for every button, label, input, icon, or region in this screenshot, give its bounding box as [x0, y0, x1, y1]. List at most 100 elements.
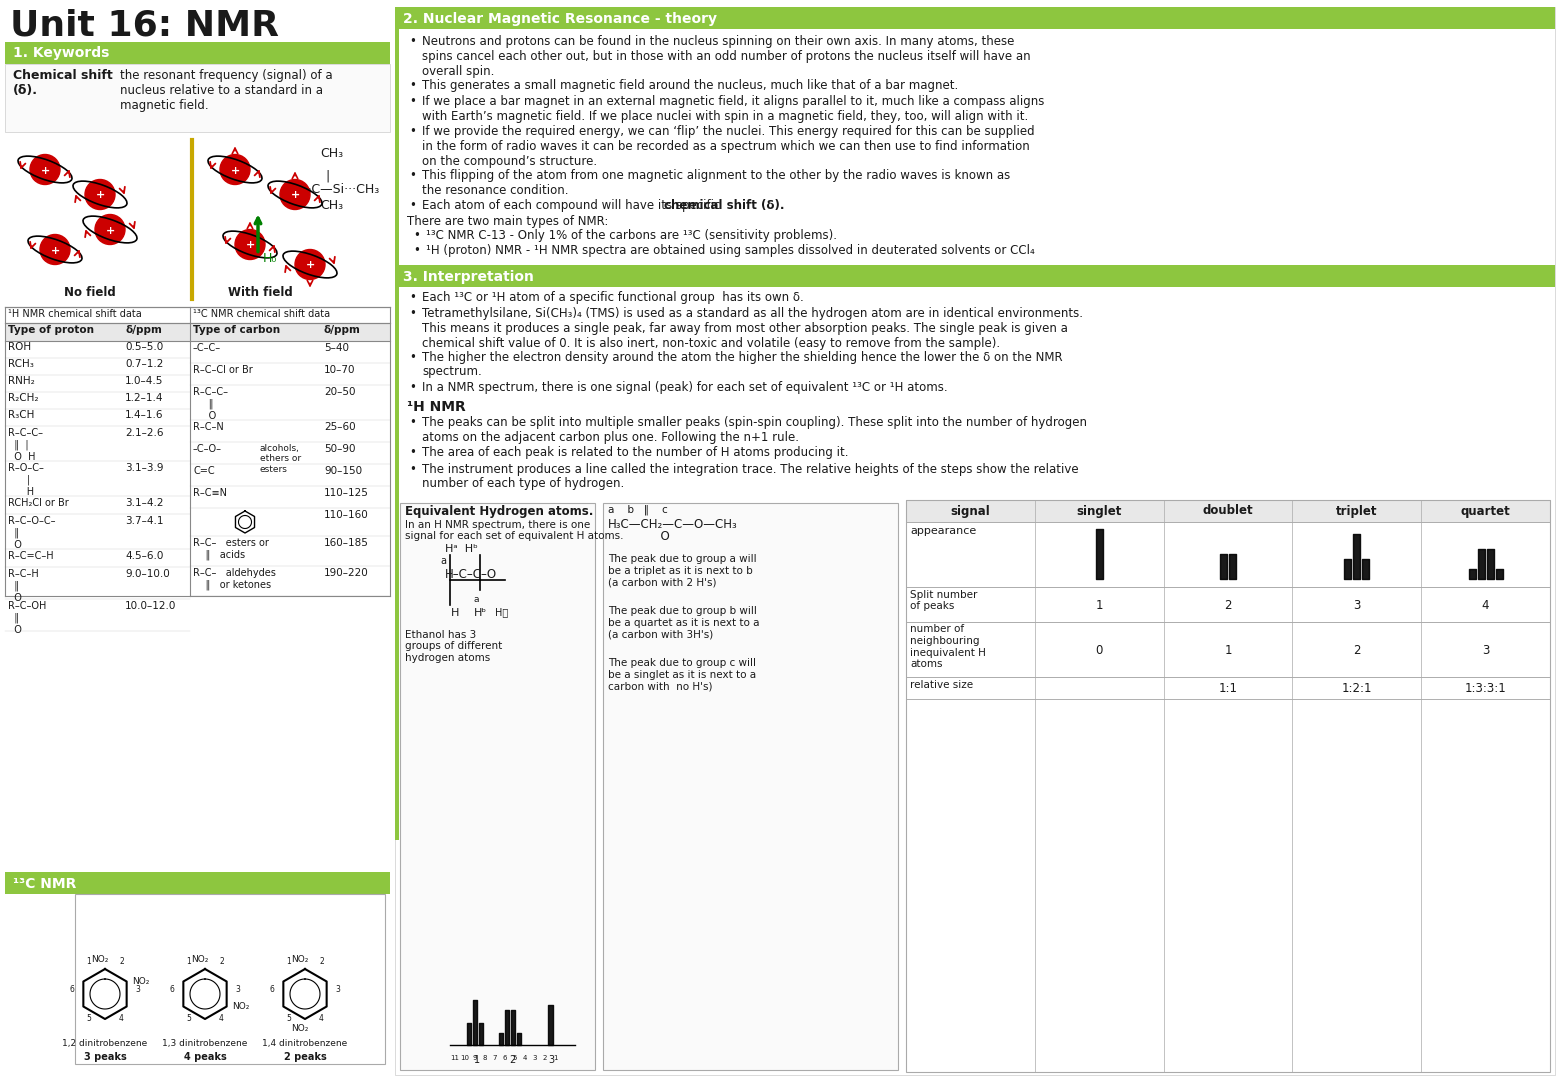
Bar: [395, 286, 399, 840]
Text: 3: 3: [136, 985, 140, 995]
Text: δ/ppm: δ/ppm: [125, 325, 162, 335]
Bar: [604, 502, 899, 1070]
Text: R–C–C–
     ‖
     O: R–C–C– ‖ O: [193, 387, 228, 421]
Text: R–O–C–
      |
      H: R–O–C– | H: [8, 463, 44, 497]
Text: •: •: [409, 79, 417, 92]
Text: Hᵇ: Hᵇ: [473, 607, 487, 618]
Text: NO₂: NO₂: [292, 1024, 309, 1032]
Text: 11: 11: [451, 1055, 460, 1061]
Text: 4: 4: [1482, 599, 1490, 612]
Text: R–C–H
  ‖
  O: R–C–H ‖ O: [8, 569, 39, 603]
Text: Chemical shift
(δ).: Chemical shift (δ).: [12, 69, 112, 97]
Text: 1: 1: [285, 957, 290, 966]
Text: 10.0–12.0: 10.0–12.0: [125, 600, 176, 611]
Text: 6: 6: [270, 985, 275, 995]
Text: +: +: [106, 226, 115, 235]
Text: 3.7–4.1: 3.7–4.1: [125, 516, 164, 526]
Circle shape: [30, 154, 59, 185]
Text: 1: 1: [1225, 644, 1232, 657]
Text: signal: signal: [950, 504, 991, 517]
Bar: [906, 621, 1551, 676]
Text: ¹H (proton) NMR - ¹H NMR spectra are obtained using samples dissolved in deutera: ¹H (proton) NMR - ¹H NMR spectra are obt…: [426, 244, 1034, 257]
Text: In an H NMR spectrum, there is one
signal for each set of equivalent H atoms.: In an H NMR spectrum, there is one signa…: [406, 519, 624, 541]
Text: Hᵃ  Hᵇ: Hᵃ Hᵇ: [445, 544, 477, 554]
Text: +: +: [246, 241, 256, 251]
Text: 3: 3: [548, 1055, 554, 1065]
Text: 10–70: 10–70: [324, 365, 356, 375]
Text: quartet: quartet: [1460, 504, 1510, 517]
Text: 1. Keywords: 1. Keywords: [12, 46, 109, 60]
Text: 20–50: 20–50: [324, 387, 356, 397]
Text: R–C–OH
  ‖
  O: R–C–OH ‖ O: [8, 600, 47, 635]
Text: 3: 3: [1482, 644, 1490, 657]
Text: •: •: [409, 35, 417, 48]
Text: +: +: [292, 190, 300, 201]
Text: NO₂: NO₂: [232, 1002, 250, 1011]
Text: 2.1–2.6: 2.1–2.6: [125, 428, 164, 438]
Text: H: H: [451, 607, 459, 618]
Text: the resonant frequency (signal) of a
nucleus relative to a standard in a
magneti: the resonant frequency (signal) of a nuc…: [120, 69, 332, 112]
Text: NO₂: NO₂: [192, 955, 209, 964]
Circle shape: [236, 230, 265, 259]
Text: +: +: [41, 165, 50, 175]
Text: 1:1: 1:1: [1218, 683, 1237, 696]
Text: 3 peaks: 3 peaks: [84, 1052, 126, 1062]
Text: ROH: ROH: [8, 342, 31, 352]
Text: 4: 4: [218, 1014, 225, 1023]
Text: 2: 2: [543, 1055, 548, 1061]
Text: appearance: appearance: [909, 526, 977, 537]
Text: 1,3 dinitrobenzene: 1,3 dinitrobenzene: [162, 1039, 248, 1048]
Bar: [395, 265, 1555, 286]
Text: 7: 7: [493, 1055, 498, 1061]
Text: R–C–Cl or Br: R–C–Cl or Br: [193, 365, 253, 375]
Text: 1,2 dinitrobenzene: 1,2 dinitrobenzene: [62, 1039, 148, 1048]
Text: NO₂: NO₂: [133, 977, 150, 986]
Bar: [5, 323, 120, 341]
Text: •: •: [413, 244, 420, 257]
Text: R–C–   esters or
    ‖   acids: R–C– esters or ‖ acids: [193, 538, 268, 561]
Circle shape: [279, 179, 310, 210]
Text: 2: 2: [320, 957, 324, 966]
Bar: [5, 132, 390, 307]
Text: chemical shift (δ).: chemical shift (δ).: [665, 199, 785, 212]
Text: NO₂: NO₂: [292, 955, 309, 964]
Text: doublet: doublet: [1203, 504, 1253, 517]
Text: relative size: relative size: [909, 679, 973, 689]
Text: 2: 2: [1353, 644, 1360, 657]
Text: 9.0–10.0: 9.0–10.0: [125, 569, 170, 579]
Text: •: •: [409, 380, 417, 393]
Text: 1.4–1.6: 1.4–1.6: [125, 410, 164, 420]
Bar: [906, 499, 1551, 522]
Text: H–C–C–O: H–C–C–O: [445, 568, 498, 581]
Text: Each atom of each compound will have its specific: Each atom of each compound will have its…: [423, 199, 724, 212]
Text: •: •: [409, 199, 417, 212]
Text: The peak due to group b will
be a quartet as it is next to a
(a carbon with 3H's: The peak due to group b will be a quarte…: [608, 607, 760, 639]
Text: 3: 3: [335, 985, 340, 995]
Text: R–C–N: R–C–N: [193, 422, 223, 432]
Text: 5–40: 5–40: [324, 343, 349, 353]
Text: |: |: [310, 168, 331, 183]
Text: 0: 0: [1095, 644, 1103, 657]
Text: 3: 3: [534, 1055, 537, 1061]
Bar: [5, 872, 390, 894]
Text: R–C–   aldehydes
    ‖   or ketones: R–C– aldehydes ‖ or ketones: [193, 568, 276, 590]
Text: –C–O–: –C–O–: [193, 444, 222, 454]
Text: •: •: [409, 307, 417, 320]
Text: ¹³C NMR chemical shift data: ¹³C NMR chemical shift data: [193, 309, 331, 319]
Text: 3: 3: [236, 985, 240, 995]
Text: •: •: [409, 125, 417, 138]
Text: 90–150: 90–150: [324, 465, 362, 476]
Text: 50–90: 50–90: [324, 444, 356, 454]
Text: triplet: triplet: [1335, 504, 1377, 517]
Text: 1: 1: [86, 957, 90, 966]
Text: R–C–O–C–
  ‖
  O: R–C–O–C– ‖ O: [8, 516, 56, 550]
Text: 6: 6: [170, 985, 175, 995]
Text: 4.5–6.0: 4.5–6.0: [125, 551, 164, 561]
Text: 1:2:1: 1:2:1: [1342, 683, 1373, 696]
Text: +: +: [231, 165, 240, 175]
Bar: [395, 6, 1555, 29]
Text: Ethanol has 3
groups of different
hydrogen atoms: Ethanol has 3 groups of different hydrog…: [406, 630, 502, 663]
Text: 1,4 dinitrobenzene: 1,4 dinitrobenzene: [262, 1039, 348, 1048]
Text: H₃C—CH₂—C—O—CH₃: H₃C—CH₂—C—O—CH₃: [608, 517, 738, 530]
Text: δ/ppm: δ/ppm: [324, 325, 360, 335]
